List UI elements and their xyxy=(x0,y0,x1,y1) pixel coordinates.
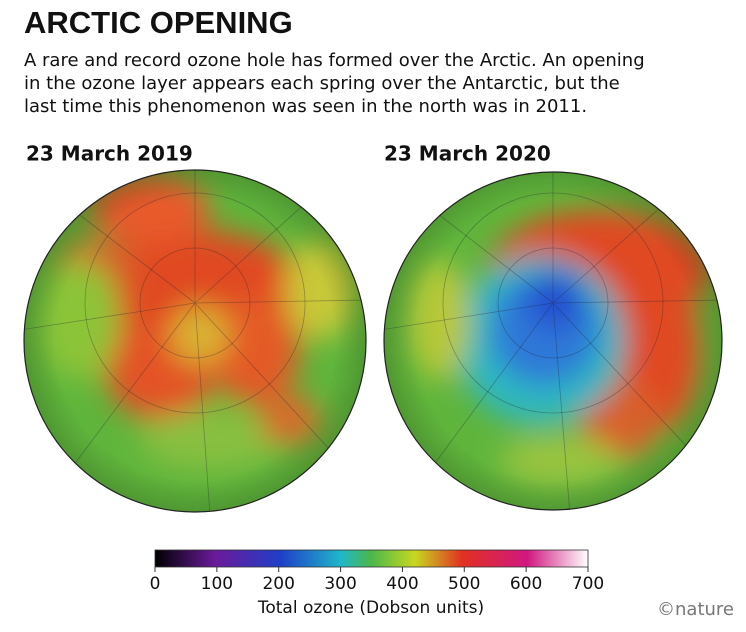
map-2020 xyxy=(384,172,722,510)
map-2019 xyxy=(24,170,366,512)
tick-label: 200 xyxy=(262,574,294,594)
tick-label: 300 xyxy=(324,574,356,594)
tick-label: 0 xyxy=(150,574,161,594)
globe-outline xyxy=(23,169,367,513)
tick-label: 500 xyxy=(448,574,480,594)
colorbar-label: Total ozone (Dobson units) xyxy=(257,598,484,618)
colorbar-ticks: 0 100 200 300 400 500 600 700 xyxy=(150,567,604,594)
subtitle: A rare and record ozone hole has formed … xyxy=(24,50,645,71)
panel-title: 23 March 2019 xyxy=(26,142,193,166)
subtitle: last time this phenomenon was seen in th… xyxy=(24,96,587,117)
title: ARCTIC OPENING xyxy=(24,5,293,40)
tick-label: 700 xyxy=(572,574,604,594)
tick-label: 600 xyxy=(510,574,542,594)
colorbar xyxy=(154,549,589,568)
subtitle: in the ozone layer appears each spring o… xyxy=(24,73,620,94)
tick-label: 400 xyxy=(386,574,418,594)
globe-outline xyxy=(383,171,723,511)
credit: ©nature xyxy=(657,599,734,620)
tick-label: 100 xyxy=(201,574,233,594)
panel-title: 23 March 2020 xyxy=(384,142,551,166)
